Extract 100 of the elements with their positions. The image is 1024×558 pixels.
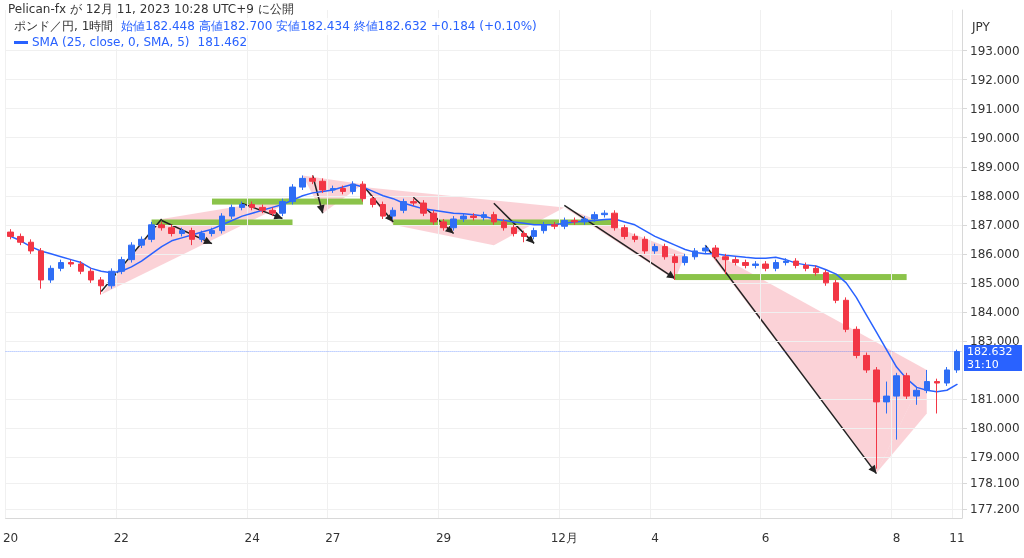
candlestick [712,244,719,261]
x-tick-label: 29 [435,531,452,545]
candlestick [118,256,125,275]
x-tick-label: 27 [325,531,341,545]
candlestick [954,349,960,374]
candlestick [410,198,417,207]
candlestick [239,201,245,211]
candlestick [440,218,447,232]
candlestick [148,221,155,243]
candlestick [944,366,950,387]
y-tick-label: 190.000 [970,130,1020,145]
candlestick [732,256,739,266]
candlestick [853,325,860,359]
candlestick [883,381,890,414]
candlestick [279,198,286,217]
candlestick [98,276,104,295]
candlestick [571,217,578,226]
candlestick [601,209,608,219]
candlestick [793,257,799,269]
candlestick [642,235,648,255]
candlestick [249,201,255,211]
candlestick [803,262,809,272]
x-tick-label: 22 [113,531,129,545]
candlestick [219,212,225,235]
y-tick-label: 180.000 [970,421,1020,436]
y-tick-label: 178.100 [970,476,1020,491]
candlestick [360,180,366,203]
y-tick-label: 188.000 [970,188,1020,203]
y-tick-label: 184.000 [970,304,1020,319]
candlestick [470,212,477,221]
candlestick [632,233,638,243]
x-tick-label: 24 [244,531,260,545]
y-tick-label: 186.000 [970,246,1020,261]
candlestick [491,211,497,226]
candlestick [481,211,487,221]
candlestick [460,212,467,223]
candlestick [702,244,709,255]
candlestick [692,247,698,261]
candlestick [390,206,396,220]
candlestick [551,221,558,230]
y-tick-label: 185.000 [970,275,1020,290]
candlestick [823,269,829,287]
candlestick [400,198,407,214]
candlestick [873,366,880,470]
candlestick [722,253,729,275]
candlestick [843,296,849,333]
candlestick [742,259,749,269]
candlestick [128,241,135,264]
candlestick [762,260,769,272]
candlestick [893,372,900,441]
candlestick [531,227,537,240]
x-tick-label: 20 [2,531,19,545]
candlestick [309,174,316,185]
y-tick-label: 192.000 [970,72,1020,87]
candlestick [179,227,185,237]
candlestick [199,230,205,243]
candlestick [17,233,24,246]
candlestick [229,203,235,220]
candlestick [672,253,678,281]
x-tick-label: 6 [761,531,770,545]
candlestick [88,267,94,284]
candlestick [501,218,507,232]
annotation: 始値182.448 高値182.700 安値182.434 終値182.632 +0.184 (+0.10%) [121,19,537,33]
y-tick-label: 193.000 [970,43,1020,58]
candlestick [168,224,175,237]
candlestick [450,215,457,232]
candlestick [561,217,568,230]
candlestick [662,243,668,261]
candlestick [863,352,870,374]
candlestick [430,209,437,226]
candlestick [903,372,910,400]
candlestick [38,247,44,290]
x-tick-label: 4 [651,531,659,545]
candlestick [209,227,215,237]
candlestick [380,201,386,220]
candlestick [511,224,517,237]
text: 31:10 [967,357,1000,371]
candlestick [340,185,346,195]
candlestick [833,279,839,304]
candlestick [68,259,74,268]
candlestick [420,199,427,217]
x-tick-label: 8 [892,531,901,545]
y-tick-label: 179.000 [970,450,1020,465]
candlestick [58,259,64,272]
candlestick [652,243,658,255]
legend-label: SMA (25, close, 0, SMA, 5) [32,35,190,49]
candlestick [48,264,54,284]
candlestick [934,378,940,414]
candlestick [269,206,276,217]
candlestick [138,235,145,249]
y-tick-label: 181.000 [970,391,1020,406]
y-tick-label: 189.000 [970,159,1020,174]
candlestick [752,260,759,269]
candlestick [591,211,598,223]
candlestick [581,215,588,226]
candlestick [259,203,266,214]
candlestick [108,267,115,290]
y-tick-label: 177.200 [970,502,1020,517]
candlestick [370,195,376,208]
candlestick [783,257,789,266]
